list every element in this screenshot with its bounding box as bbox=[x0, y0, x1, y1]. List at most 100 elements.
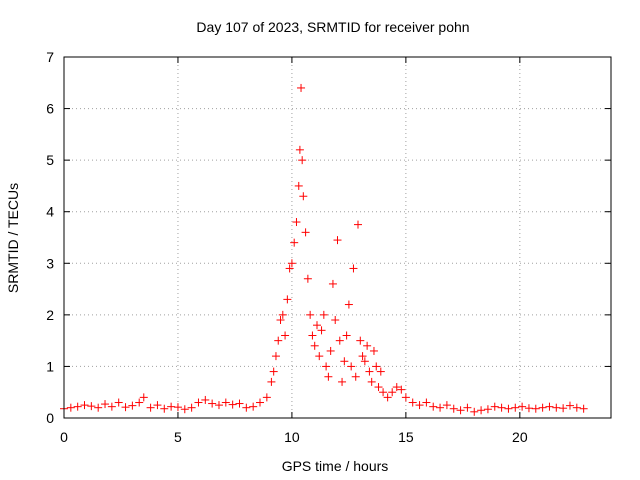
data-point bbox=[299, 192, 308, 201]
data-point bbox=[269, 367, 278, 376]
data-point bbox=[347, 362, 356, 371]
data-point bbox=[504, 404, 513, 413]
data-point bbox=[331, 316, 340, 325]
data-point bbox=[322, 362, 331, 371]
data-point bbox=[397, 385, 406, 394]
x-tick-label: 20 bbox=[512, 429, 528, 445]
x-tick-label: 15 bbox=[398, 429, 414, 445]
data-point bbox=[401, 393, 410, 402]
data-point bbox=[101, 400, 110, 409]
data-point bbox=[290, 238, 299, 247]
data-point bbox=[470, 407, 479, 416]
data-point bbox=[271, 352, 280, 361]
data-point bbox=[351, 372, 360, 381]
data-point bbox=[317, 326, 326, 335]
data-point bbox=[298, 156, 307, 165]
data-point bbox=[565, 401, 574, 410]
grid-layer bbox=[64, 57, 611, 418]
data-point bbox=[315, 352, 324, 361]
data-point bbox=[360, 357, 369, 366]
data-point bbox=[80, 401, 89, 410]
data-point bbox=[572, 403, 581, 412]
data-point bbox=[160, 404, 169, 413]
data-point bbox=[559, 404, 568, 413]
data-point bbox=[374, 383, 383, 392]
data-point bbox=[333, 236, 342, 245]
data-point bbox=[66, 403, 75, 412]
data-point bbox=[354, 220, 363, 229]
data-point bbox=[365, 367, 374, 376]
points-layer bbox=[60, 83, 588, 416]
x-tick-label: 0 bbox=[60, 429, 68, 445]
data-point bbox=[256, 398, 265, 407]
data-point bbox=[121, 403, 130, 412]
data-point bbox=[483, 405, 492, 414]
data-point bbox=[552, 403, 561, 412]
data-point bbox=[235, 399, 244, 408]
data-point bbox=[249, 402, 258, 411]
data-point bbox=[340, 357, 349, 366]
data-point bbox=[262, 393, 271, 402]
data-point bbox=[283, 295, 292, 304]
data-point bbox=[524, 404, 533, 413]
data-point bbox=[456, 406, 465, 415]
ticks-layer bbox=[63, 56, 611, 419]
y-tick-label: 6 bbox=[46, 101, 54, 117]
data-point bbox=[128, 401, 137, 410]
data-point bbox=[180, 405, 189, 414]
y-tick-label: 3 bbox=[46, 255, 54, 271]
data-point bbox=[429, 402, 438, 411]
data-point bbox=[285, 264, 294, 273]
data-point bbox=[303, 274, 312, 283]
data-point bbox=[187, 403, 196, 412]
data-point bbox=[228, 400, 237, 409]
data-point bbox=[342, 331, 351, 340]
data-point bbox=[139, 393, 148, 402]
data-point bbox=[306, 310, 315, 319]
data-point bbox=[358, 352, 367, 361]
x-axis-title: GPS time / hours bbox=[282, 458, 389, 474]
y-tick-label: 2 bbox=[46, 307, 54, 323]
data-point bbox=[356, 336, 365, 345]
data-point bbox=[167, 402, 176, 411]
data-point bbox=[114, 398, 123, 407]
data-point bbox=[301, 228, 310, 237]
data-point bbox=[295, 145, 304, 154]
data-point bbox=[267, 377, 276, 386]
x-tick-label: 5 bbox=[174, 429, 182, 445]
data-point bbox=[338, 377, 347, 386]
data-point bbox=[463, 403, 472, 412]
data-point bbox=[388, 388, 397, 397]
data-point bbox=[173, 403, 182, 412]
data-point bbox=[442, 401, 451, 410]
y-tick-label: 4 bbox=[46, 204, 54, 220]
y-tick-label: 5 bbox=[46, 152, 54, 168]
y-tick-label: 1 bbox=[46, 358, 54, 374]
data-point bbox=[415, 401, 424, 410]
y-tick-label: 0 bbox=[46, 410, 54, 426]
data-point bbox=[436, 403, 445, 412]
data-point bbox=[292, 218, 301, 227]
data-point bbox=[326, 346, 335, 355]
data-point bbox=[379, 388, 388, 397]
data-point bbox=[518, 402, 527, 411]
data-point bbox=[274, 336, 283, 345]
data-point bbox=[335, 336, 344, 345]
data-point bbox=[310, 341, 319, 350]
data-point bbox=[308, 331, 317, 340]
plot-frame bbox=[63, 56, 612, 419]
data-point bbox=[221, 398, 230, 407]
data-point bbox=[278, 310, 287, 319]
data-point bbox=[73, 402, 82, 411]
data-point bbox=[312, 321, 321, 330]
data-point bbox=[531, 404, 540, 413]
data-point bbox=[146, 403, 155, 412]
data-point bbox=[369, 346, 378, 355]
data-point bbox=[94, 403, 103, 412]
data-point bbox=[545, 402, 554, 411]
data-point bbox=[349, 264, 358, 273]
data-point bbox=[242, 403, 251, 412]
data-point bbox=[372, 362, 381, 371]
